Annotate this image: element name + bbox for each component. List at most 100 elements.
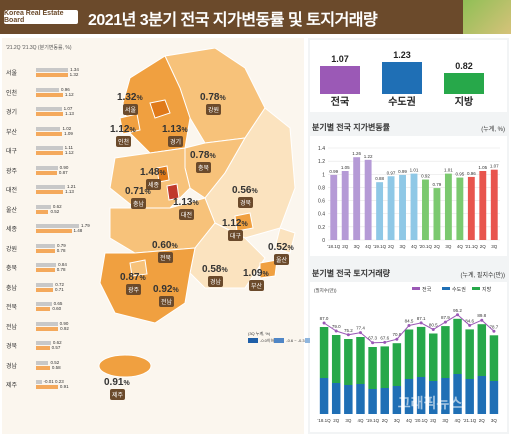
volume-bar-region: [489, 335, 499, 381]
region-label: 충북: [6, 266, 18, 272]
volume-legend-label: 지방: [482, 286, 492, 293]
region-bar-q3: [36, 151, 63, 155]
rate-ytick: 1.4: [318, 146, 325, 152]
map-legend-title: (3Q 누계, %): [248, 330, 271, 336]
rate-bar: [479, 171, 487, 240]
summary-value: 1.07: [331, 54, 349, 65]
region-bar-q3: [36, 170, 57, 175]
region-bar-q3: [36, 92, 63, 97]
region-value-q3: 0.91: [59, 384, 69, 389]
volume-total-label: 87.1: [417, 316, 426, 321]
region-value-q3: 0.60: [52, 306, 62, 311]
rate-bar: [341, 171, 349, 240]
volume-xtick: '21.1Q: [463, 418, 477, 423]
region-label: 경남: [6, 363, 18, 370]
map-region-tag: 강원: [206, 104, 222, 115]
region-bar-q2: [36, 263, 57, 267]
volume-bar-region: [331, 335, 341, 383]
rate-value-label: 1.01: [410, 168, 419, 173]
region-value-q3: 1.32: [69, 72, 79, 77]
region-bar-q3: [36, 326, 59, 331]
map-region-tag: 대전: [179, 209, 195, 220]
page-title: 2021년 3분기 전국 지가변동률 및 토지거래량: [88, 12, 378, 29]
volume-legend-label: 수도권: [452, 286, 466, 293]
rate-value-label: 1.26: [352, 151, 361, 156]
summary-bar-chart: 1.07 전국 1.23 수도권 0.82 지방: [310, 40, 507, 112]
rate-bar: [433, 188, 441, 240]
map-value: 0.60%: [152, 240, 178, 251]
volume-xtick: 2Q: [430, 418, 437, 423]
rate-value-label: 0.96: [467, 171, 476, 176]
volume-total-point: [334, 329, 338, 333]
map-region-tag: 서울: [123, 104, 139, 115]
volume-bar-region: [465, 329, 474, 379]
rate-bar: [399, 174, 406, 240]
map-region-tag: 전북: [158, 252, 174, 263]
rate-value-label: 1.07: [490, 164, 499, 169]
rate-chart-title: 분기별 전국 지가변동률: [312, 123, 391, 132]
map-jeonnam: [99, 247, 196, 324]
volume-bar-capital: [453, 374, 462, 414]
volume-total-label: 67.3: [368, 336, 377, 341]
region-value-q2: 0.62: [52, 340, 62, 345]
summary-value: 1.23: [393, 50, 411, 61]
volume-total-point: [419, 321, 423, 325]
rate-ytick: 0.2: [318, 225, 325, 231]
region-value-q3: 1.12: [64, 91, 74, 97]
header-decoration: [463, 0, 511, 34]
map-value: 0.91%: [104, 377, 130, 388]
region-value-q2: 0.52: [50, 359, 60, 365]
volume-total-label: 77.4: [356, 326, 365, 331]
region-value-q2: 1.21: [67, 184, 76, 189]
rate-bar: [444, 173, 452, 240]
region-bar-q2: [36, 360, 49, 365]
rate-value-label: 1.05: [478, 165, 487, 170]
summary-label: 지방: [454, 97, 474, 108]
summary-bar: [320, 66, 360, 94]
region-value-q3: 1.48: [73, 228, 83, 233]
volume-legend-swatch: [412, 287, 420, 290]
region-value-q2: 0.62: [52, 203, 62, 209]
rate-xtick: 2Q: [342, 244, 349, 249]
volume-total-point: [431, 328, 435, 331]
region-bar-q2: [36, 107, 62, 111]
region-value-q2: 0.72: [55, 281, 65, 287]
volume-bar-region: [344, 339, 353, 385]
region-value-q3: 0.71: [55, 286, 64, 292]
map-value: 0.71%: [125, 186, 151, 197]
region-value-q3: 0.92: [60, 325, 69, 331]
volume-bar-region: [368, 347, 377, 389]
region-label: 서울: [6, 71, 18, 77]
region-value-q2: 1.11: [64, 145, 74, 150]
region-label: 강원: [6, 246, 18, 253]
region-label: 부산: [6, 129, 18, 136]
region-value-q2: 1.02: [62, 125, 72, 131]
map-gyeongbuk: [204, 107, 296, 239]
region-value-q2: 0.90: [59, 164, 69, 170]
rate-xtick: 4Q: [411, 244, 418, 249]
volume-bar-capital: [465, 379, 474, 414]
map-value: 1.48%: [140, 167, 166, 178]
map-region-tag: 경북: [238, 197, 254, 208]
rate-value-label: 0.92: [421, 174, 430, 179]
volume-xtick: '20.1Q: [415, 418, 429, 423]
rate-xtick: 2Q: [388, 244, 395, 249]
region-label: 세종: [6, 227, 18, 233]
map-gyeongnam: [189, 222, 266, 289]
map-incheon: [119, 113, 141, 135]
region-bar-q3: [36, 131, 63, 136]
map-region-tag: 울산: [274, 254, 290, 265]
region-value-q3: 0.78: [56, 247, 66, 253]
map-value: 0.92%: [153, 284, 179, 295]
region-bar-q2: [36, 224, 79, 228]
map-value: 1.12%: [110, 124, 136, 135]
volume-xtick: 2Q: [333, 418, 340, 423]
region-value-q2: 1.34: [70, 67, 79, 72]
region-bar-q3: [36, 209, 49, 214]
volume-total-point: [383, 340, 387, 344]
volume-chart-unit: (누계, 필지수(만)): [460, 273, 505, 279]
region-bar-q2: [36, 165, 58, 170]
region-value-q3: 1.09: [64, 130, 73, 136]
volume-bar-region: [477, 324, 487, 376]
volume-bar-capital: [319, 378, 329, 414]
